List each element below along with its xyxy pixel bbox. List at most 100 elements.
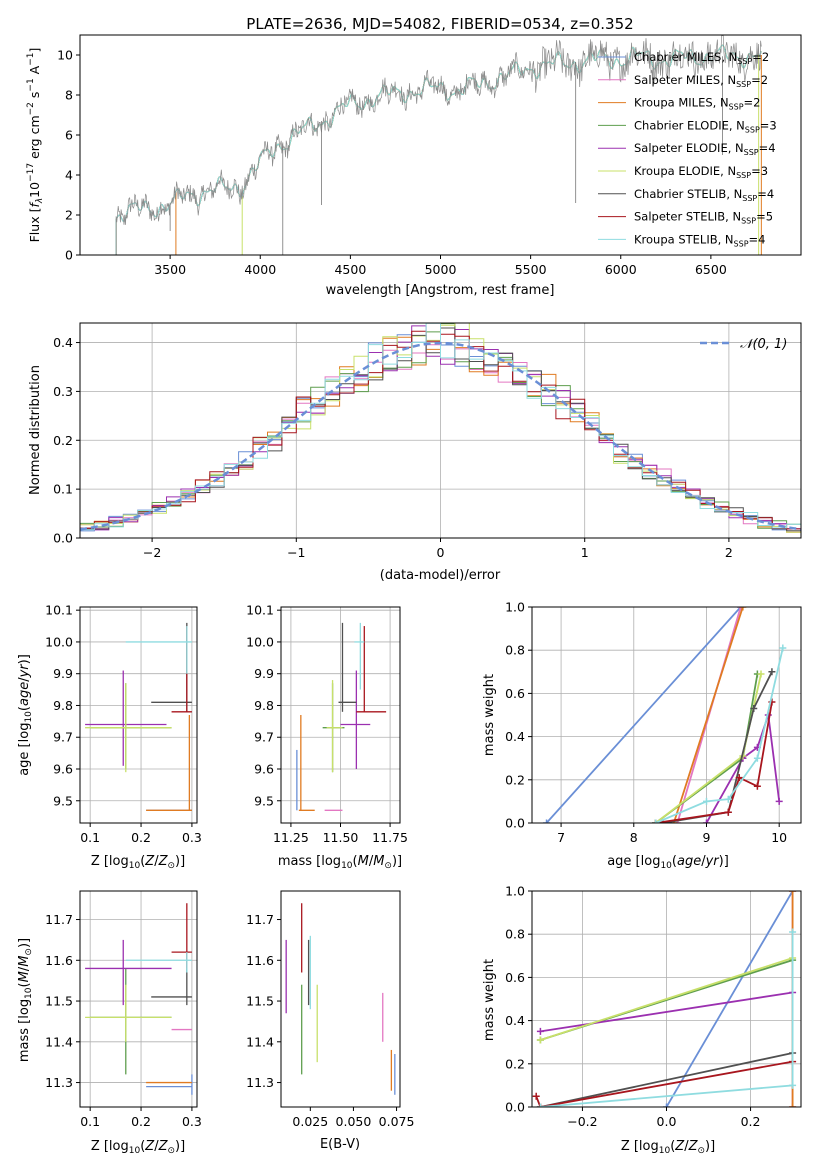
series-marker bbox=[753, 754, 761, 762]
series-marker bbox=[789, 1081, 797, 1089]
x-tick-label: 8 bbox=[630, 830, 638, 845]
series-line bbox=[665, 891, 794, 1107]
y-tick-label: 11.7 bbox=[45, 912, 73, 927]
y-tick-label: 9.5 bbox=[254, 793, 274, 808]
series-kroupa-stelib bbox=[652, 644, 787, 823]
residuals-histograms bbox=[80, 323, 801, 533]
y-tick-label: 0 bbox=[65, 248, 73, 263]
y-tick-label: 11.6 bbox=[246, 953, 274, 968]
legend-label-kroupa-miles: Kroupa MILES, NSSP=2 bbox=[634, 96, 760, 112]
errorbar-salpeter-elodie bbox=[340, 670, 371, 769]
series-marker bbox=[789, 928, 797, 936]
y-tick-label: 8 bbox=[65, 88, 73, 103]
y-tick-label: 0.0 bbox=[53, 531, 73, 546]
x-tick-label: 0.050 bbox=[336, 1114, 372, 1129]
x-tick-label: 6000 bbox=[605, 262, 637, 277]
observed-spectrum-line bbox=[115, 35, 762, 255]
legend-label-kroupa-elodie: Kroupa ELODIE, NSSP=3 bbox=[634, 164, 768, 180]
series-line bbox=[545, 607, 742, 823]
x-tick-label: 0.2 bbox=[131, 1114, 151, 1129]
series-marker bbox=[739, 607, 747, 611]
y-tick-label: 9.7 bbox=[53, 730, 73, 745]
errorbar-salpeter-stelib bbox=[356, 626, 387, 713]
series-marker bbox=[737, 607, 745, 611]
x-tick-label: 5500 bbox=[515, 262, 547, 277]
spectrum-legend: Chabrier MILES, NSSP=2 Salpeter MILES, NS… bbox=[598, 50, 777, 248]
legend-label-salpeter-miles: Salpeter MILES, NSSP=2 bbox=[634, 73, 768, 89]
y-tick-label: 0.2 bbox=[505, 1056, 525, 1071]
x-tick-label: −2 bbox=[143, 545, 161, 560]
y-tick-label: 0.8 bbox=[505, 643, 525, 658]
y-tick-label: 0.4 bbox=[505, 1013, 525, 1028]
series-line bbox=[540, 957, 793, 1041]
errorbar-kroupa-stelib bbox=[125, 952, 192, 973]
x-tick-label: 0.025 bbox=[292, 1114, 328, 1129]
errorbar-chabrier-miles bbox=[146, 1074, 193, 1095]
x-tick-label: −0.2 bbox=[567, 1114, 597, 1129]
mass-weight-vs-metallicity-panel: −0.2 0.0 0.2 0.0 0.2 0.4 0.6 0.8 1.0 Z [log10(Z/… bbox=[482, 884, 802, 1156]
x-tick-label: 0.2 bbox=[131, 830, 151, 845]
x-tick-label: 2 bbox=[725, 545, 733, 560]
x-tick-label: 0.2 bbox=[741, 1114, 761, 1129]
y-tick-label: 11.4 bbox=[45, 1034, 73, 1049]
errorbar-kroupa-stelib bbox=[125, 626, 192, 674]
y-tick-label: 0.2 bbox=[505, 772, 525, 787]
mass-vs-ebv-xlabel: E(B-V) bbox=[320, 1137, 360, 1152]
series-line bbox=[672, 607, 744, 823]
legend-label-chabrier-stelib: Chabrier STELIB, NSSP=4 bbox=[634, 187, 774, 203]
age-vs-metallicity-ticks: 0.1 0.2 0.3 9.5 9.6 9.7 9.8 9.9 10.0 10.1 bbox=[45, 603, 202, 845]
y-tick-label: 1.0 bbox=[505, 884, 525, 899]
x-tick-label: 0.075 bbox=[379, 1114, 415, 1129]
age-vs-mass-errorbars bbox=[296, 622, 387, 811]
age-vs-mass-ticks: 11.25 11.50 11.75 9.5 9.6 9.7 9.8 9.9 10.0 10.1 bbox=[246, 603, 408, 845]
y-tick-label: 11.6 bbox=[45, 953, 73, 968]
legend-label-salpeter-elodie: Salpeter ELODIE, NSSP=4 bbox=[634, 141, 776, 157]
x-tick-label: 0.0 bbox=[657, 1114, 677, 1129]
y-tick-label: 9.6 bbox=[254, 762, 274, 777]
series-marker bbox=[702, 797, 710, 805]
mass-weight-vs-age-frame bbox=[531, 606, 802, 824]
errorbar-kroupa-elodie bbox=[326, 680, 343, 773]
series-marker bbox=[724, 795, 732, 803]
normal-curve bbox=[80, 341, 801, 531]
series-line bbox=[540, 1052, 793, 1107]
spectrum-ylabel: Flux [fλ10−17 erg cm−2 s−1 A−1] bbox=[26, 48, 45, 243]
errorbar-chabrier-stelib bbox=[338, 622, 357, 712]
mass-vs-metallicity-ticks: 0.1 0.2 0.3 11.3 11.4 11.5 11.6 11.7 bbox=[45, 912, 202, 1129]
x-tick-label: 1 bbox=[581, 545, 589, 560]
figure-title: PLATE=2636, MJD=54082, FIBERID=0534, z=0… bbox=[246, 15, 633, 33]
mass-vs-metallicity-frame bbox=[79, 890, 198, 1108]
residuals-xlabel: (data-model)/error bbox=[380, 568, 501, 583]
y-tick-label: 1.0 bbox=[505, 600, 525, 615]
y-tick-label: 10.1 bbox=[246, 603, 274, 618]
y-tick-label: 9.8 bbox=[254, 698, 274, 713]
x-tick-label: 0 bbox=[437, 545, 445, 560]
series-marker bbox=[724, 808, 732, 816]
residuals-legend: 𝒩(0, 1) bbox=[700, 337, 787, 352]
mass-weight-vs-age-xlabel: age [log10(age/yr)] bbox=[607, 854, 729, 871]
errorbar-chabrier-stelib bbox=[151, 968, 192, 1006]
series-line bbox=[535, 1060, 793, 1107]
y-tick-label: 9.8 bbox=[53, 698, 73, 713]
series-marker bbox=[753, 782, 761, 790]
y-tick-label: 9.9 bbox=[53, 666, 73, 681]
series-marker bbox=[702, 819, 710, 823]
series-marker bbox=[663, 1103, 670, 1107]
x-tick-label: 5000 bbox=[425, 262, 457, 277]
mass-vs-metallicity-panel: 0.1 0.2 0.3 11.3 11.4 11.5 11.6 11.7 Z [log10(Z… bbox=[17, 890, 202, 1156]
series-line bbox=[540, 991, 793, 1033]
series-marker bbox=[652, 819, 660, 823]
y-tick-label: 0.2 bbox=[53, 433, 73, 448]
mass-vs-ebv-frame bbox=[280, 890, 401, 1108]
mass-vs-metallicity-errorbars bbox=[85, 903, 193, 1095]
x-tick-label: 9 bbox=[703, 830, 711, 845]
age-vs-mass-panel: 11.25 11.50 11.75 9.5 9.6 9.7 9.8 9.9 10.0 10.1 m… bbox=[246, 603, 408, 871]
x-tick-label: 0.1 bbox=[80, 1114, 100, 1129]
y-tick-label: 6 bbox=[65, 128, 73, 143]
y-tick-label: 0.4 bbox=[505, 729, 525, 744]
y-tick-label: 0.6 bbox=[505, 686, 525, 701]
x-tick-label: 0.3 bbox=[182, 830, 202, 845]
y-tick-label: 9.9 bbox=[254, 666, 274, 681]
y-tick-label: 0.0 bbox=[505, 816, 525, 831]
